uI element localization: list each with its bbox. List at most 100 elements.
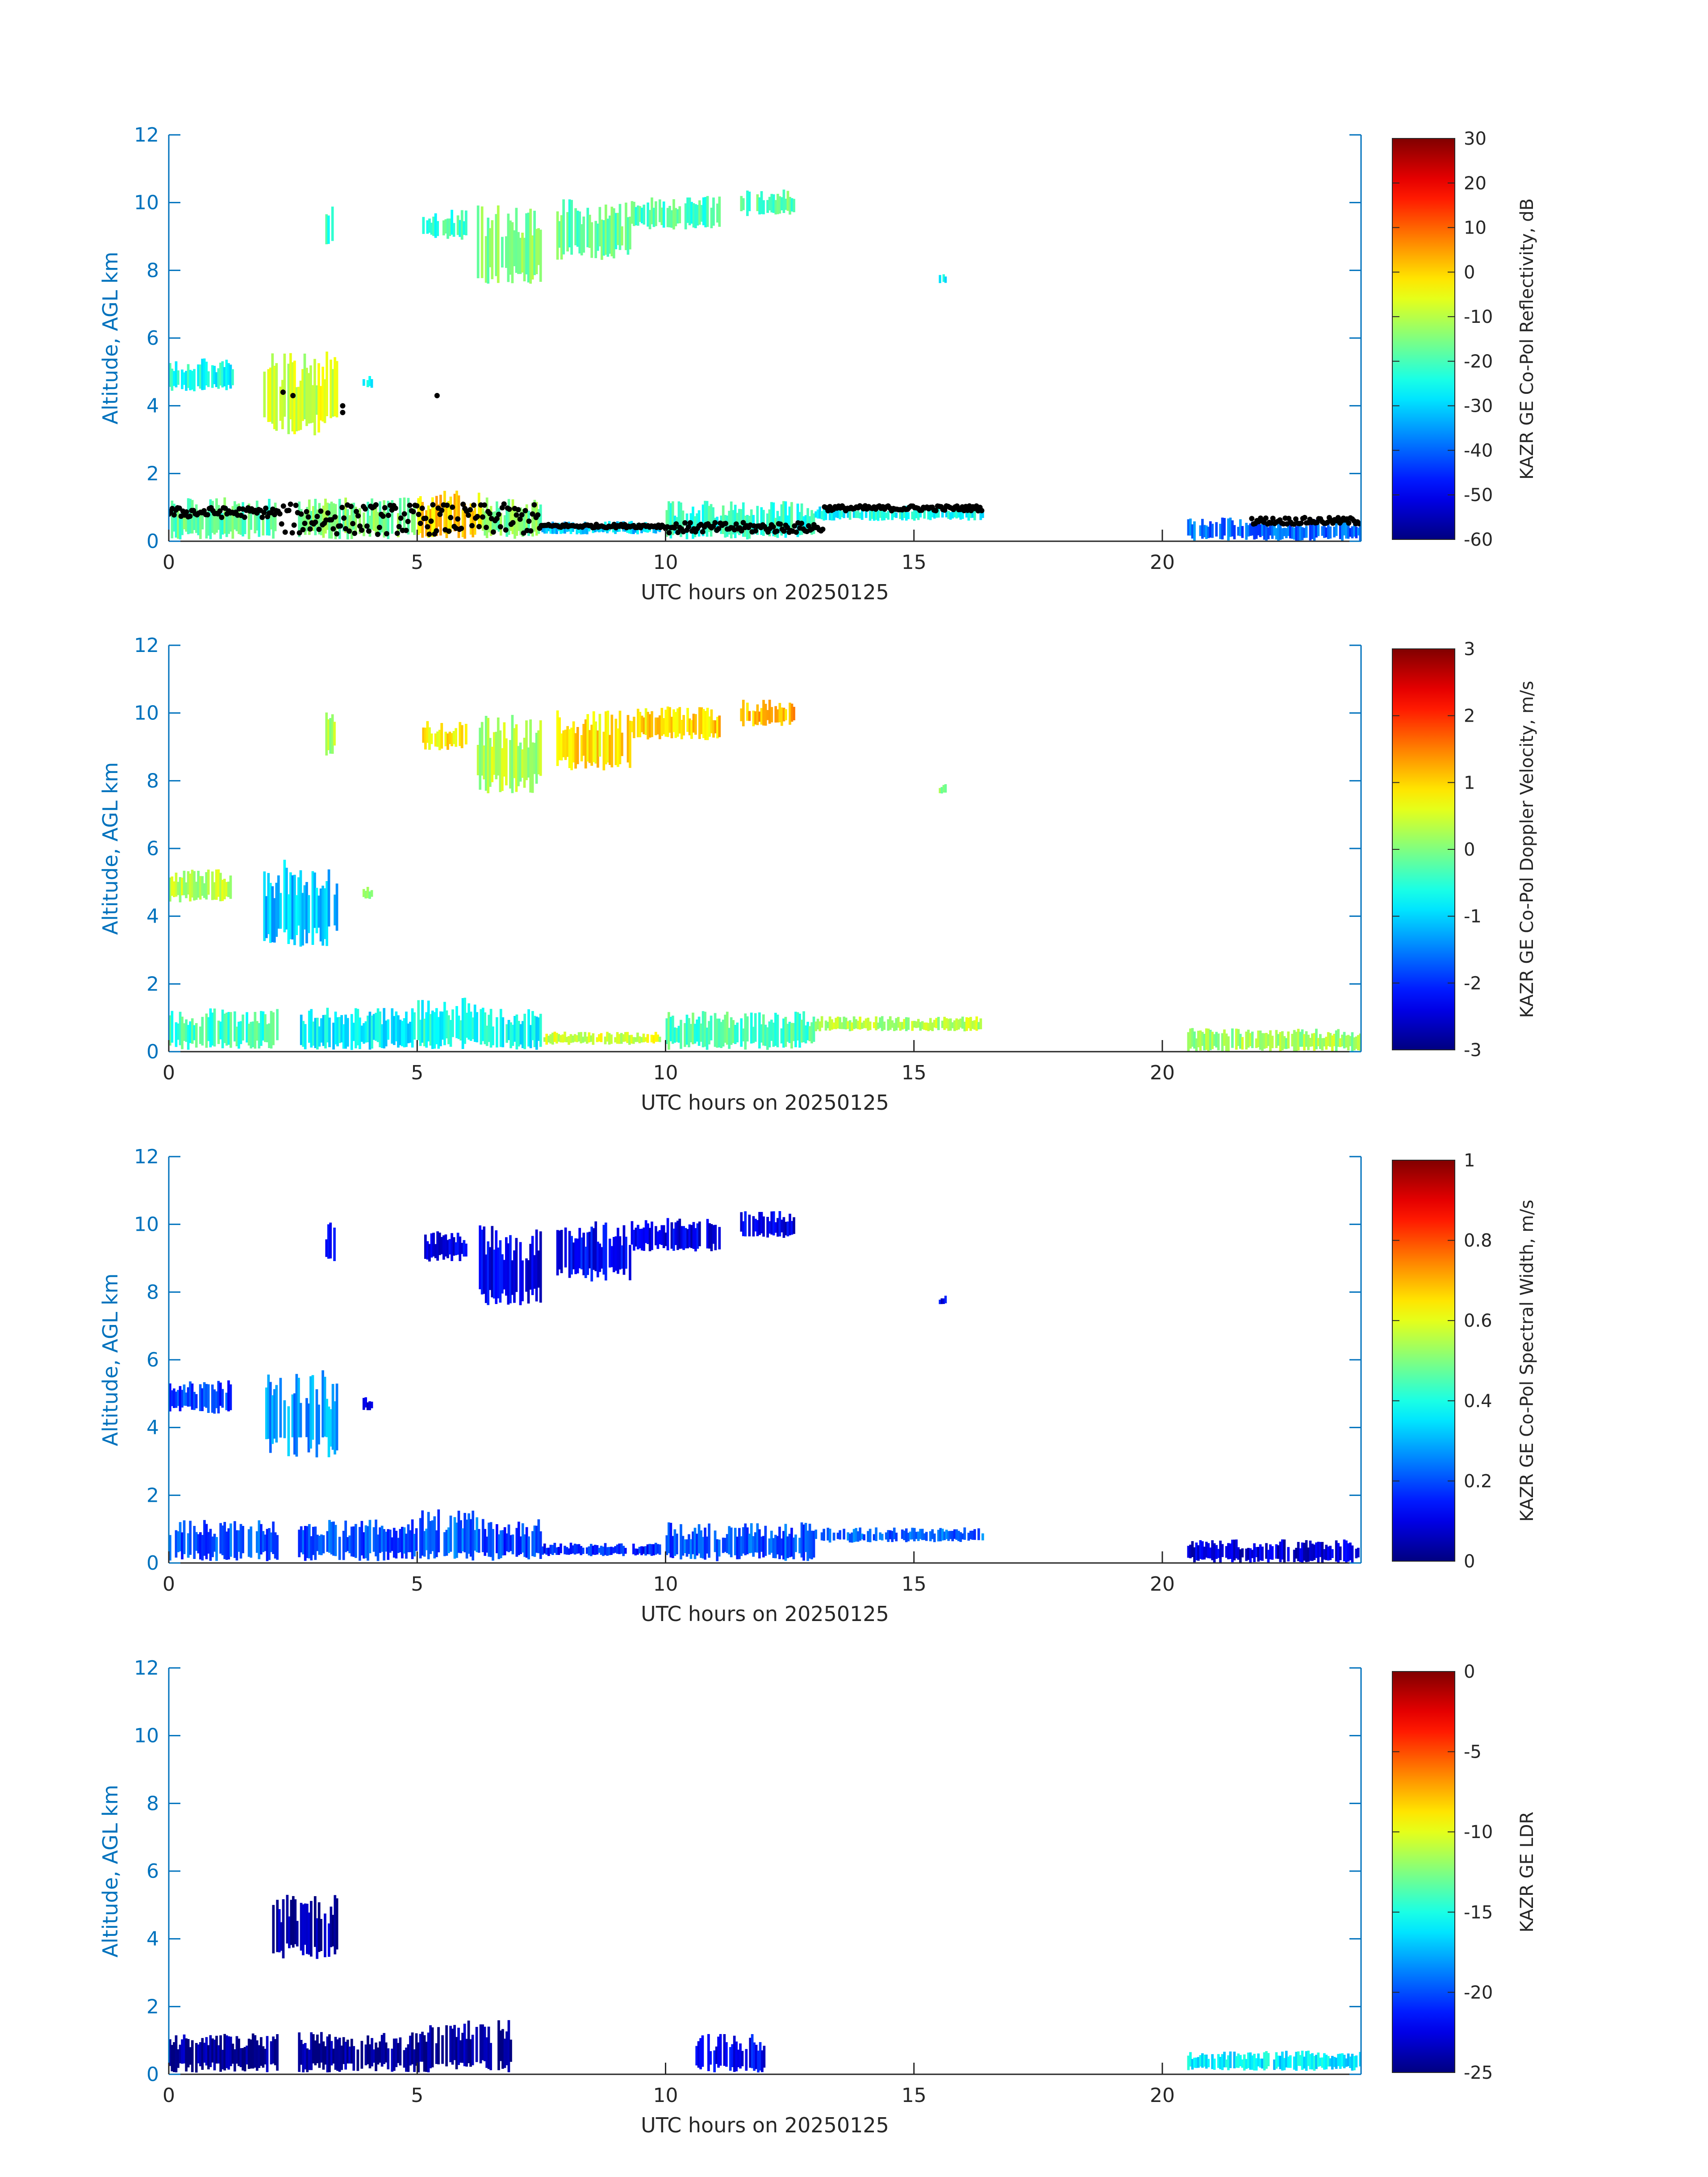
echo-streak	[669, 1523, 672, 1558]
echo-streak	[364, 2044, 367, 2065]
echo-streak	[360, 2041, 363, 2069]
echo-streak	[774, 1012, 777, 1046]
echo-streak	[529, 209, 532, 284]
colorbar-gradient	[1392, 138, 1455, 540]
echo-streak	[505, 506, 508, 537]
echo-streak	[429, 2025, 432, 2068]
echo-streak	[368, 1011, 372, 1050]
echo-streak	[939, 275, 941, 283]
echo-streak	[247, 1529, 251, 1557]
echo-streak	[329, 1222, 332, 1259]
echo-streak	[312, 2034, 315, 2064]
echo-streak	[568, 729, 571, 768]
echo-streak	[215, 2035, 218, 2064]
echo-streak	[209, 499, 212, 539]
echo-streak	[297, 387, 300, 431]
echo-streak	[203, 1382, 206, 1407]
echo-streak	[969, 1530, 972, 1539]
echo-streak	[445, 2025, 448, 2067]
echo-streak	[618, 1543, 621, 1554]
echo-streak	[215, 869, 218, 900]
echo-region	[325, 206, 334, 244]
echo-streak	[947, 1531, 950, 1541]
echo-streak	[423, 1019, 426, 1046]
echo-streak	[344, 497, 347, 533]
echo-streak	[955, 1018, 958, 1031]
echo-streak	[1237, 2053, 1240, 2068]
echo-streak	[425, 2042, 428, 2072]
echo-streak	[383, 2033, 385, 2064]
echo-streak	[331, 369, 334, 417]
echo-streak	[1281, 528, 1284, 539]
echo-streak	[772, 1538, 775, 1558]
echo-streak	[435, 1008, 438, 1045]
echo-streak	[879, 510, 881, 518]
cloud-base-marker	[384, 531, 389, 537]
echo-streak	[740, 196, 743, 211]
echo-streak	[485, 2037, 488, 2068]
echo-streak	[316, 1918, 318, 1959]
echo-streak	[654, 1032, 657, 1042]
echo-streak	[436, 1231, 439, 1261]
echo-streak	[459, 1520, 462, 1554]
echo-streak	[1355, 2055, 1358, 2068]
echo-streak	[574, 733, 577, 769]
cloud-base-marker	[437, 511, 443, 517]
echo-streak	[656, 1231, 660, 1249]
echo-streak	[283, 1400, 286, 1438]
echo-streak	[580, 1546, 583, 1555]
echo-streak	[509, 220, 512, 275]
echo-streak	[1211, 523, 1214, 538]
echo-streak	[515, 1528, 518, 1557]
cloud-base-marker	[339, 505, 345, 510]
echo-streak	[519, 1536, 522, 1554]
echo-streak	[568, 1548, 570, 1555]
echo-streak	[1231, 1539, 1234, 1563]
echo-streak	[820, 1532, 823, 1541]
echo-streak	[332, 2048, 335, 2064]
echo-streak	[626, 715, 630, 763]
echo-streak	[873, 1022, 876, 1028]
echo-streak	[1211, 2054, 1214, 2069]
echo-streak	[1265, 2051, 1268, 2069]
echo-streak	[835, 507, 837, 518]
echo-streak	[793, 199, 795, 213]
cloud-base-marker	[316, 526, 322, 532]
echo-streak	[710, 1224, 713, 1251]
cloud-base-marker	[753, 528, 759, 534]
echo-streak	[793, 706, 795, 720]
echo-streak	[782, 501, 785, 534]
echo-streak	[411, 2032, 414, 2064]
echo-streak	[684, 1228, 687, 1249]
echo-streak	[1215, 1032, 1218, 1048]
echo-streak	[746, 1016, 749, 1042]
echo-streak	[1313, 1033, 1316, 1051]
echo-streak	[393, 1016, 396, 1045]
cloud-base-marker	[259, 514, 265, 520]
echo-streak	[269, 1382, 272, 1453]
echo-streak	[891, 1020, 894, 1028]
echo-streak	[193, 515, 196, 530]
x-tick-label: 5	[411, 551, 423, 574]
echo-streak	[735, 2041, 738, 2072]
echo-streak	[539, 1531, 542, 1559]
echo-streak	[375, 2042, 377, 2071]
echo-streak	[325, 214, 328, 244]
echo-streak	[310, 1536, 313, 1561]
echo-streak	[860, 1534, 864, 1540]
echo-streak	[197, 2044, 200, 2064]
echo-streak	[305, 882, 308, 944]
cloud-base-marker	[1302, 515, 1307, 520]
echo-streak	[758, 711, 761, 722]
echo-streak	[499, 1240, 502, 1303]
echo-streak	[368, 2044, 372, 2068]
echo-streak	[933, 508, 936, 519]
cloud-base-marker	[416, 511, 422, 517]
echo-streak	[320, 1018, 323, 1043]
echo-streak	[885, 1532, 888, 1540]
echo-streak	[1281, 2052, 1284, 2071]
echo-streak	[511, 222, 514, 284]
echo-streak	[1325, 527, 1328, 538]
y-tick-label: 8	[146, 1792, 159, 1815]
cloud-base-marker	[820, 526, 826, 532]
